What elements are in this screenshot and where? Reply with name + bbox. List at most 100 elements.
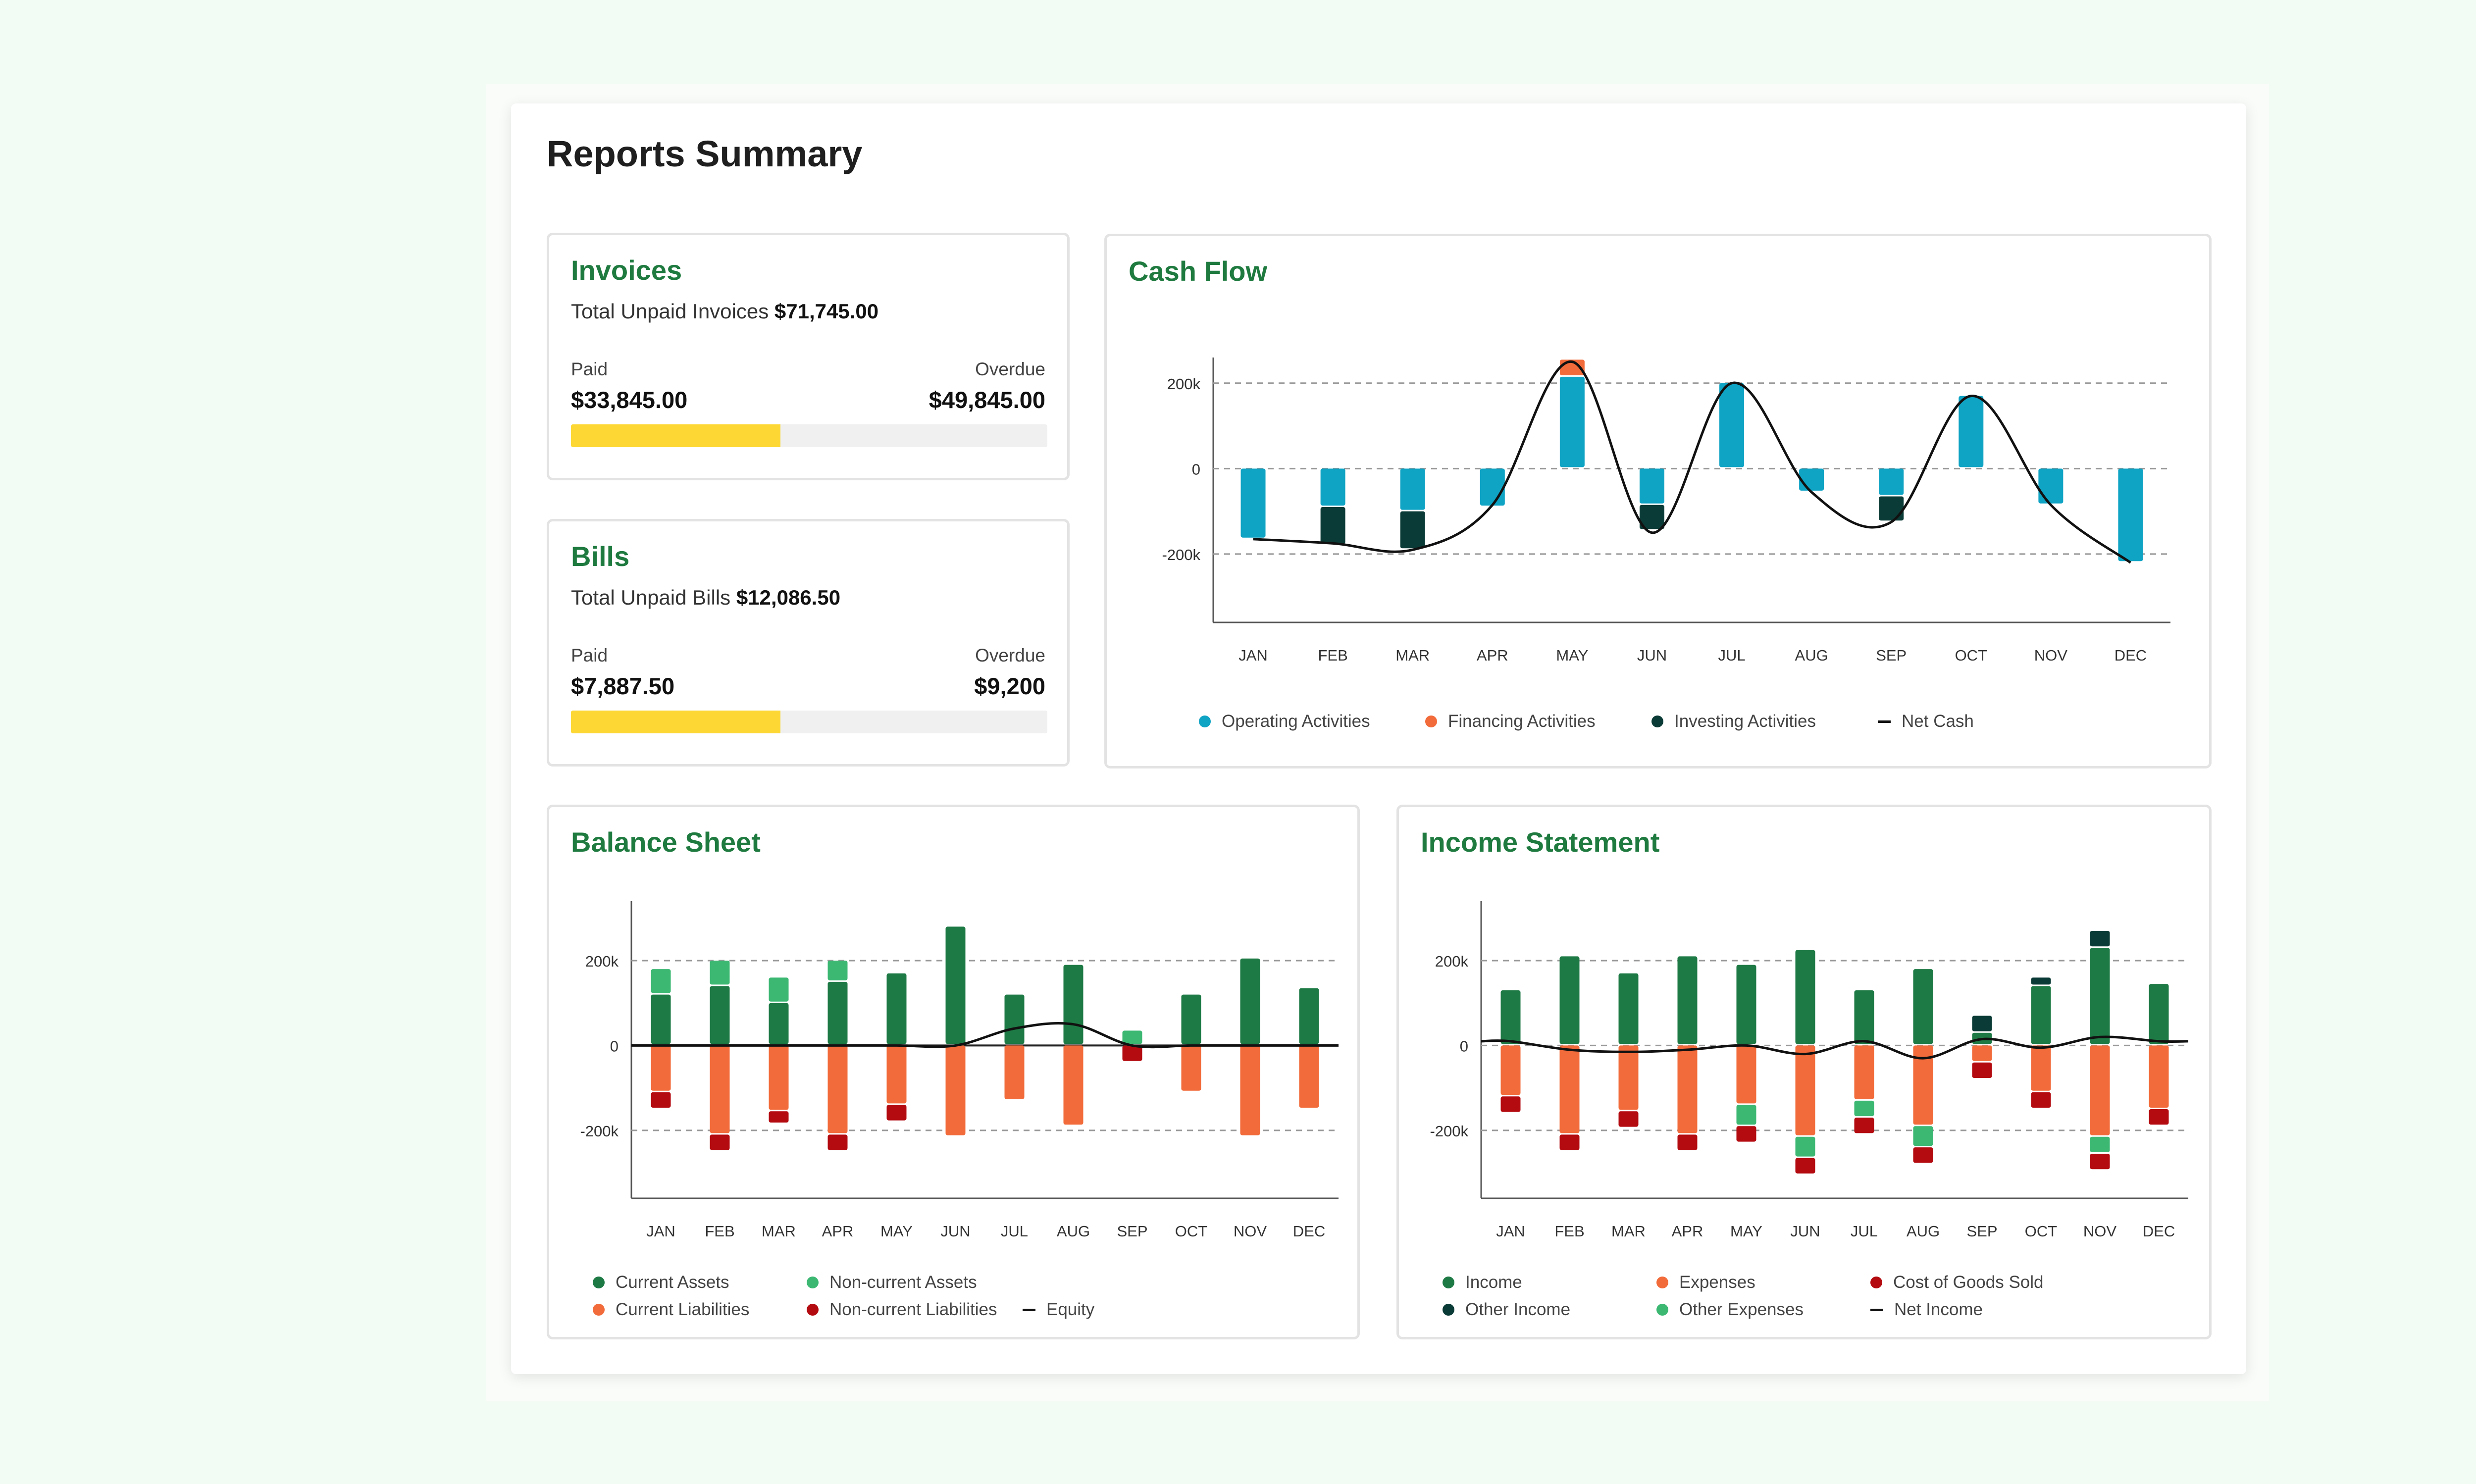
bar-operating-activities (1320, 468, 1345, 506)
legend-current-assets[interactable]: Current Assets (593, 1273, 729, 1292)
bar-other-expenses (1736, 1105, 1756, 1125)
x-tick-label: OCT (1955, 647, 1988, 664)
bar-expenses (1972, 1045, 1992, 1061)
legend-label: Income (1465, 1273, 1522, 1292)
invoices-summary-value: $71,745.00 (774, 300, 879, 323)
bar-operating-activities (1879, 468, 1904, 495)
x-tick-label: FEB (1318, 647, 1347, 664)
bar-current-liabilities (1181, 1045, 1201, 1091)
bills-summary: Total Unpaid Bills $12,086.50 (571, 586, 840, 610)
balance-sheet-card[interactable]: Balance Sheet 200k 0 -200k JAN FEB MAR APR MAY J… (547, 805, 1360, 1339)
bar-current-liabilities (827, 1045, 848, 1133)
bar-operating-activities (2038, 468, 2063, 504)
legend-non-current-liabilities[interactable]: Non-current Liabilities (807, 1300, 997, 1320)
bills-paid-value: $7,887.50 (571, 673, 675, 699)
x-tick-label: JUL (1001, 1223, 1028, 1240)
bar-non-current-liabilities (651, 1092, 671, 1108)
legend-line-icon (1870, 1308, 1883, 1311)
legend-investing-activities[interactable]: Investing Activities (1651, 712, 1816, 731)
line-net-income (1481, 1035, 2189, 1060)
balance-sheet-title: Balance Sheet (571, 826, 761, 858)
x-tick-label: MAY (880, 1223, 913, 1240)
x-tick-label: OCT (2025, 1223, 2058, 1240)
legend-dot-icon (1443, 1277, 1454, 1288)
bar-cost-of-goods-sold (1677, 1134, 1698, 1150)
bar-other-income (2090, 931, 2110, 947)
bar-current-assets (1181, 994, 1201, 1044)
legend-dot-icon (1651, 716, 1663, 727)
bar-current-liabilities (769, 1045, 789, 1110)
x-tick-label: OCT (1175, 1223, 1208, 1240)
bar-expenses (1677, 1045, 1698, 1133)
bar-income (1913, 969, 1933, 1044)
bar-expenses (1559, 1045, 1580, 1133)
legend-label: Non-current Assets (829, 1273, 977, 1292)
bar-cost-of-goods-sold (1500, 1096, 1521, 1112)
legend-label: Other Expenses (1679, 1300, 1804, 1319)
bar-current-liabilities (1299, 1045, 1319, 1108)
legend-equity[interactable]: Equity (1023, 1300, 1094, 1320)
cash-flow-card[interactable]: Cash Flow 200k 0 -200k JAN FEB MAR APR MAY JUN JU… (1104, 234, 2212, 768)
legend-cost-of-goods-sold[interactable]: Cost of Goods Sold (1870, 1273, 2044, 1292)
x-tick-label: SEP (1966, 1223, 1997, 1240)
bar-other-expenses (1854, 1100, 1874, 1117)
bar-current-assets (1063, 965, 1083, 1044)
balance-sheet-chart: 200k 0 -200k JAN FEB MAR APR MAY JUN JUL AUG SEP OCT… (580, 901, 1339, 1240)
bar-current-assets (945, 926, 966, 1044)
bar-operating-activities (1240, 468, 1266, 538)
x-tick-label: AUG (1795, 647, 1828, 664)
legend-net-income[interactable]: Net Income (1870, 1300, 1983, 1320)
bar-expenses (1500, 1045, 1521, 1095)
invoices-paid-value: $33,845.00 (571, 387, 688, 413)
income-statement-title: Income Statement (1421, 826, 1660, 858)
bar-expenses (2090, 1045, 2110, 1135)
legend-other-income[interactable]: Other Income (1443, 1300, 1570, 1320)
bills-progress-fill (571, 711, 781, 733)
cash-flow-chart: 200k 0 -200k JAN FEB MAR APR MAY JUN JUL AUG SEP OCT… (1162, 358, 2170, 664)
invoices-card[interactable]: Invoices Total Unpaid Invoices $71,745.0… (547, 233, 1070, 480)
bar-operating-activities (1719, 383, 1745, 467)
bills-title: Bills (571, 541, 630, 572)
bills-card[interactable]: Bills Total Unpaid Bills $12,086.50 Paid… (547, 519, 1070, 767)
bar-expenses (1736, 1045, 1756, 1104)
bar-cost-of-goods-sold (1559, 1134, 1580, 1150)
bar-operating-activities (1400, 468, 1425, 510)
legend-label: Equity (1046, 1300, 1095, 1319)
bar-investing-activities (1879, 496, 1904, 521)
bar-investing-activities (1639, 505, 1664, 529)
bar-cost-of-goods-sold (1618, 1111, 1639, 1127)
legend-label: Non-current Liabilities (829, 1300, 997, 1319)
bar-non-current-liabilities (886, 1105, 907, 1121)
invoices-summary: Total Unpaid Invoices $71,745.00 (571, 300, 878, 323)
y-tick-label: -200k (580, 1123, 619, 1140)
legend-operating-activities[interactable]: Operating Activities (1199, 712, 1370, 731)
income-statement-card[interactable]: Income Statement 200k 0 -200k JAN FEB MAR APR M… (1396, 805, 2212, 1339)
legend-expenses[interactable]: Expenses (1656, 1273, 1755, 1292)
legend-financing-activities[interactable]: Financing Activities (1425, 712, 1596, 731)
legend-net-cash[interactable]: Net Cash (1878, 712, 1974, 731)
x-tick-label: DEC (2115, 647, 2147, 664)
bar-income (1736, 965, 1756, 1044)
bar-operating-activities (2118, 468, 2143, 562)
legend-dot-icon (1870, 1277, 1882, 1288)
legend-income[interactable]: Income (1443, 1273, 1522, 1292)
bar-expenses (1618, 1045, 1639, 1110)
bar-cost-of-goods-sold (2031, 1092, 2051, 1108)
x-tick-label: MAR (1395, 647, 1430, 664)
bar-non-current-assets (769, 977, 789, 1002)
legend-current-liabilities[interactable]: Current Liabilities (593, 1300, 749, 1320)
legend-other-expenses[interactable]: Other Expenses (1656, 1300, 1804, 1320)
x-tick-label: JUN (940, 1223, 970, 1240)
y-tick-label: 0 (1192, 461, 1200, 478)
invoices-summary-label: Total Unpaid Invoices (571, 300, 769, 323)
y-tick-label: 0 (610, 1037, 619, 1055)
legend-label: Cost of Goods Sold (1893, 1273, 2044, 1292)
invoices-progress-bar (571, 424, 1047, 447)
legend-label: Investing Activities (1674, 712, 1816, 731)
legend-non-current-assets[interactable]: Non-current Assets (807, 1273, 977, 1292)
bar-non-current-liabilities (769, 1111, 789, 1123)
legend-dot-icon (1656, 1277, 1668, 1288)
invoices-paid-label: Paid (571, 359, 608, 379)
bar-current-assets (710, 986, 730, 1044)
bar-investing-activities (1400, 511, 1425, 549)
